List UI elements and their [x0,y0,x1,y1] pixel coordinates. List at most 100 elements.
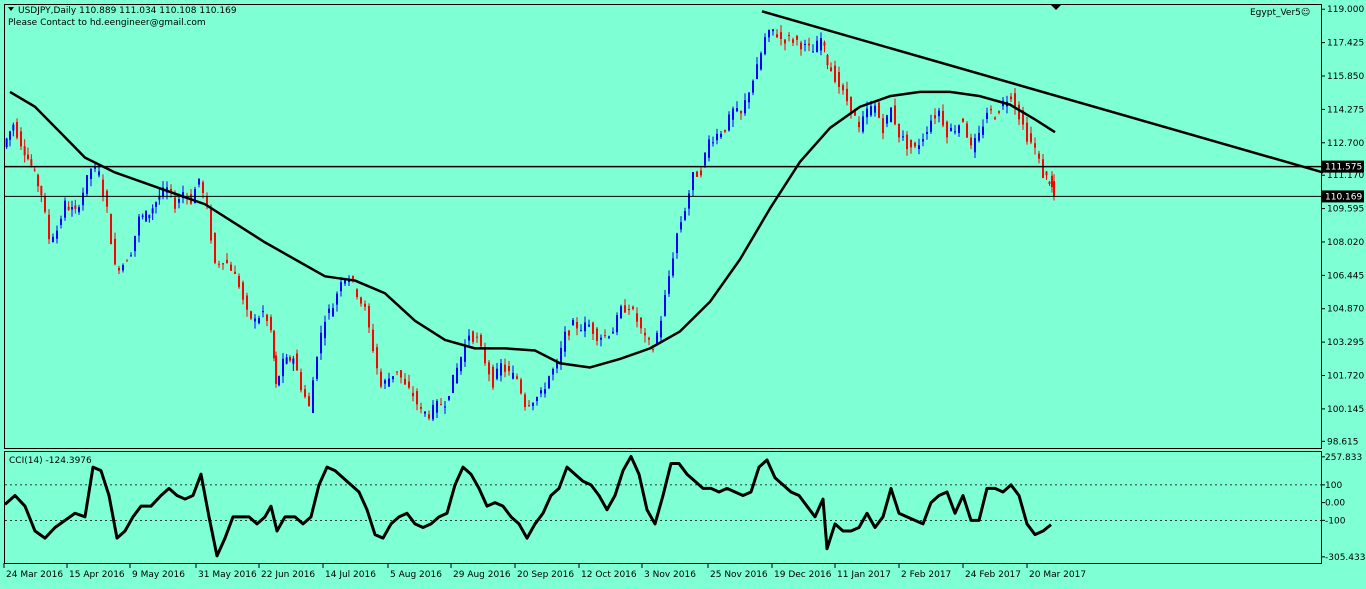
candle-body [37,174,39,187]
candle-body [652,349,654,351]
candle-body [958,125,960,134]
candle-body [552,368,554,375]
candle-body [644,332,646,336]
candle-body [648,338,650,340]
candle-body [732,108,734,120]
candle-body [520,379,522,394]
candle-body [850,96,852,112]
candle-body [388,378,390,387]
price-tag: 111.575 [1325,163,1362,173]
y-tick-label: 104.870 [1327,305,1364,315]
candle-body [998,111,1000,113]
candle-body [886,115,888,124]
x-tick-label: 20 Mar 2017 [1029,570,1086,580]
candle-body [210,207,212,241]
candle-body [258,318,260,324]
candle-body [456,367,458,384]
candle-body [752,80,754,93]
candle-body [504,364,506,372]
candle-body [970,137,972,146]
candle-body [516,376,518,379]
candle-body [480,334,482,347]
candle-body [744,100,746,114]
contact-info: Please Contact to hd.eengineer@gmail.com [8,18,206,28]
x-tick-label: 14 Jul 2016 [325,570,376,580]
candle-body [842,85,844,91]
candle-body [278,376,280,386]
candle-body [44,196,46,212]
candle-body [934,115,936,119]
candle-body [468,335,470,341]
candle-body [340,282,342,292]
price-tag: 110.169 [1325,192,1362,202]
candle-body [712,142,714,144]
candle-body [736,108,738,112]
cci-tick-label: 100 [1325,481,1342,491]
candle-body [592,322,594,334]
candle-body [40,186,43,196]
candle-body [90,168,92,179]
candle-body [182,192,184,198]
candle-body [604,335,606,337]
candle-body [834,65,836,82]
candle-body [476,336,478,338]
candle-body [656,332,658,345]
candle-body [332,308,334,317]
candle-body [134,235,136,252]
candle-body [1026,122,1028,142]
candle-body [612,331,614,334]
candle-body [823,42,826,46]
candle-body [86,175,88,194]
y-tick-label: 119.000 [1327,5,1364,15]
candle-body [496,368,498,379]
y-tick-label: 109.595 [1327,205,1364,215]
candle-body [344,280,346,284]
candle-body [560,347,562,365]
candle-body [930,120,932,132]
candle-body [816,40,818,53]
price-panel-frame [4,4,1322,449]
candle-body [584,322,586,332]
candle-body [392,376,394,380]
candle-body [696,171,698,177]
candle-body [151,208,154,214]
candle-body [636,313,638,322]
candle-body [1018,104,1020,120]
candle-body [854,109,856,116]
candle-body [238,275,240,288]
candle-body [524,394,526,408]
candle-body [512,372,514,379]
candle-body [808,43,810,46]
candle-body [898,123,900,138]
candle-body [242,282,244,300]
candle-body [572,319,574,326]
x-tick-label: 2 Feb 2017 [901,570,951,580]
candle-body [1014,93,1016,108]
candle-body [292,358,295,364]
candle-body [27,154,29,159]
candle-body [830,67,832,72]
candle-body [922,139,924,142]
candle-body [862,116,864,132]
candle-body [404,378,406,385]
price-tag-box [1322,160,1364,173]
candle-body [784,39,786,44]
menu-triangle-icon[interactable] [8,7,14,11]
candle-body [918,145,920,150]
cci-layer [4,454,1321,558]
candle-body [556,361,558,369]
candle-body [71,207,73,210]
candle-body [308,396,310,407]
scroll-marker-icon[interactable] [1050,4,1062,10]
candle-body [1010,96,1012,100]
candle-body [94,167,96,169]
candle-body [178,199,180,203]
candle-body [162,187,164,197]
y-tick-label: 101.720 [1327,372,1364,382]
cci-tick-label: 0.00 [1325,499,1345,509]
x-tick-label: 31 May 2016 [198,570,257,580]
candle-body [52,236,54,243]
candle-body [692,172,694,191]
y-tick-label: 106.445 [1327,271,1364,281]
